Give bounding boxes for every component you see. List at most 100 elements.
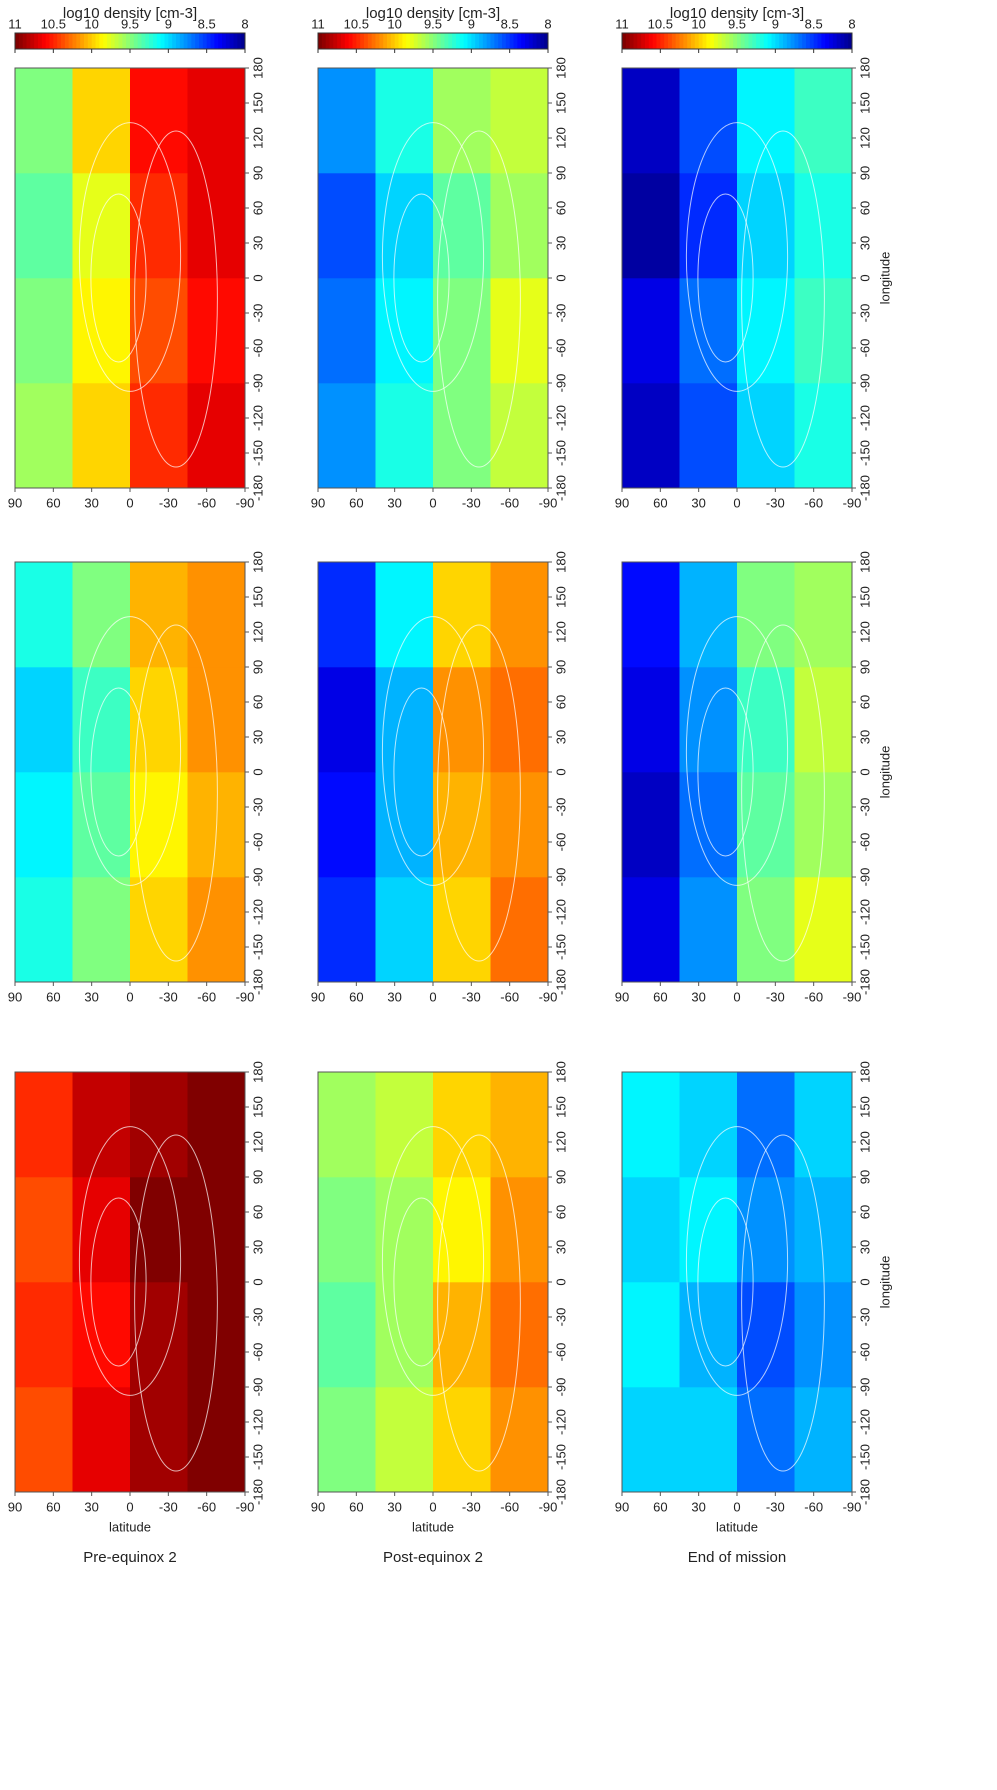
heat-cell [737,68,795,174]
x-tick-label: 60 [46,1499,60,1514]
colorbar-segment [725,33,730,49]
colorbar-segment [153,33,158,49]
y-tick-label: -150 [250,1444,265,1470]
colorbar-segment [191,33,196,49]
heat-cell [490,1072,549,1178]
heat-cell [490,383,549,489]
heat-cell [318,1282,376,1388]
colorbar-tick-label: 8 [848,16,855,31]
colorbar-segment [137,33,142,49]
x-tick-label: 90 [8,495,22,510]
y-tick-label: -30 [857,304,872,323]
y-tick-label: 60 [857,695,872,709]
colorbar-segment [521,33,526,49]
x-tick-label: -60 [197,1499,216,1514]
x-tick-label: -90 [539,495,558,510]
y-tick-label: 150 [250,586,265,608]
colorbar-tick-label: 9.5 [121,16,139,31]
y-tick-label: -30 [857,1308,872,1327]
y-tick-label: -150 [250,934,265,960]
x-tick-label: -30 [766,1499,785,1514]
heat-cell [433,877,491,983]
colorbar-segment [99,33,104,49]
colorbar-segment [367,33,373,49]
colorbar-segment [679,33,684,49]
colorbar-segment [364,33,369,49]
colorbar-segment [199,33,204,49]
heat-cell [622,68,680,174]
heat-cell [375,68,434,174]
colorbar-segment [714,33,719,49]
season-label: Pre-equinox 2 [83,1549,176,1566]
y-tick-label: 90 [857,1170,872,1184]
heat-cell [187,1387,246,1493]
colorbar-segment [806,33,811,49]
colorbar-segment [456,33,461,49]
heat-cell [737,1387,795,1493]
contour-line [78,616,182,886]
x-tick-label: -30 [462,495,481,510]
colorbar-segment [425,33,430,49]
heat-cell [375,383,434,489]
contour-line [134,1134,218,1472]
y-tick-label: -120 [857,405,872,431]
colorbar-segment [91,33,96,49]
heat-cell [72,1387,131,1493]
colorbar-segment [187,33,192,49]
heat-cell [794,1072,853,1178]
colorbar-segment [141,33,146,49]
colorbar-title: log10 density [cm-3] [63,5,197,22]
heat-cell [490,562,549,668]
colorbar-segment [348,33,353,49]
y-tick-label: -60 [857,1343,872,1362]
colorbar-segment [413,33,419,49]
colorbar-segment [452,33,457,49]
y-tick-label: 180 [553,57,568,79]
x-tick-label: 30 [387,989,401,1004]
y-tick-label: -60 [250,833,265,852]
y-tick-label: 90 [553,166,568,180]
heat-cell [679,562,738,668]
x-tick-label: 0 [429,989,436,1004]
colorbar-segment [740,33,746,49]
y-tick-label: -60 [857,833,872,852]
colorbar-segment [329,33,334,49]
colorbar-segment [15,33,20,49]
colorbar-segment [844,33,849,49]
x-tick-label: -30 [159,989,178,1004]
colorbar-tick-label: 8 [544,16,551,31]
y-tick-label: -120 [857,1409,872,1435]
x-tick-label: -60 [804,989,823,1004]
season-label: Post-equinox 2 [383,1549,483,1566]
y-tick-label: -60 [553,1343,568,1362]
y-tick-label: 0 [250,1278,265,1285]
heat-cell [679,772,738,878]
y-tick-label: -180 [250,475,265,501]
colorbar-segment [490,33,495,49]
x-tick-label: 90 [615,989,629,1004]
y-tick-label: -150 [553,1444,568,1470]
colorbar-segment [813,33,818,49]
colorbar-segment [53,33,58,49]
y-tick-label: 90 [857,660,872,674]
x-tick-label: -30 [159,495,178,510]
y-tick-label: -90 [250,868,265,887]
colorbar-segment [229,33,234,49]
colorbar-segment [22,33,27,49]
colorbar-segment [126,33,131,49]
colorbar-segment [379,33,384,49]
y-tick-label: -120 [857,899,872,925]
colorbar-segment [744,33,749,49]
colorbar-segment [84,33,89,49]
colorbar-segment [214,33,219,49]
y-tick-label: 180 [857,551,872,573]
colorbar-segment [68,33,73,49]
heat-cell [72,667,131,773]
heat-cell [622,667,680,773]
y-tick-label: 60 [250,1205,265,1219]
colorbar-segment [149,33,154,49]
heat-cell [622,1387,680,1493]
y-tick-label: -180 [857,475,872,501]
heat-cell [130,1387,188,1493]
